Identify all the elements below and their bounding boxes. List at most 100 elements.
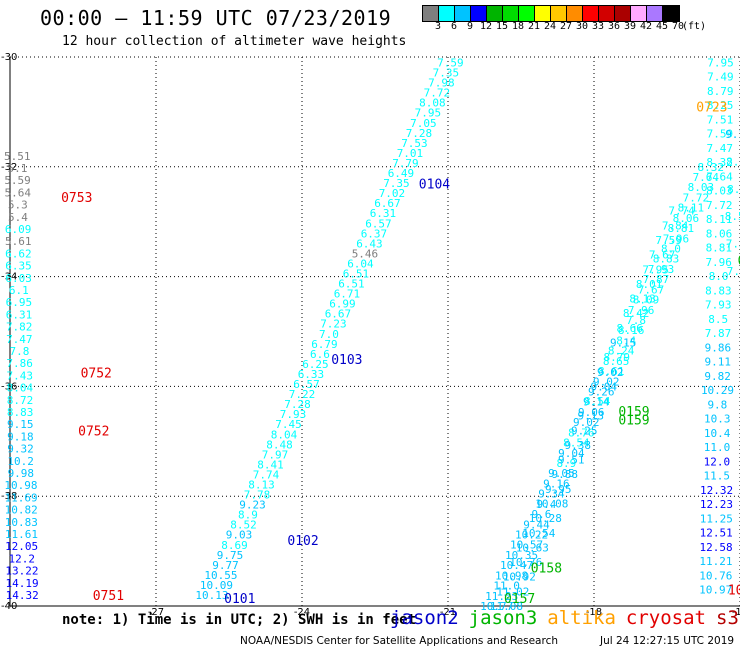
wave-height-value: 6.67: [374, 197, 401, 210]
wave-height-value: 9.4: [537, 498, 557, 511]
colorbar-swatch: [599, 6, 615, 21]
wave-height-value: 10.83: [5, 516, 38, 529]
mission-s3a: s3a: [716, 607, 740, 629]
wave-height-value: 7.64: [693, 171, 720, 184]
wave-height-value: 6.51: [338, 278, 365, 291]
wave-height-value: 11.21: [699, 555, 732, 568]
timestamp: Jul 24 12:27:15 UTC 2019: [600, 635, 735, 647]
x-tick-label: -18: [586, 607, 602, 618]
wave-height-value: 12.58: [699, 541, 732, 554]
colorbar-label: 30: [575, 21, 589, 32]
wave-height-value: 7.59: [707, 128, 734, 141]
wave-height-value: 7.01: [397, 147, 424, 160]
wave-height-value: 7.82: [6, 321, 33, 334]
wave-height-value: 8.79: [707, 85, 734, 98]
y-tick-label: -38: [1, 491, 17, 502]
wave-height-value: 7.95: [642, 263, 669, 276]
wave-height-value: 10.22: [515, 529, 548, 542]
wave-height-value: 5.4: [8, 211, 28, 224]
wave-height-value: 8.06: [673, 212, 700, 225]
wave-height-value: 7.67: [649, 249, 676, 262]
wave-height-value: 7.72: [683, 191, 710, 204]
colorbar-swatch: [583, 6, 599, 21]
wave-height-value: 10.92: [503, 571, 536, 584]
wave-height-value: 9.02: [597, 366, 624, 379]
wave-height-value: 6.62: [5, 247, 32, 260]
pass-label: 0752: [81, 367, 112, 382]
wave-height-value: 7.28: [406, 127, 433, 140]
wave-height-value: 10.77: [480, 600, 513, 613]
wave-height-value: 8.83: [7, 406, 34, 419]
wave-height-value: 10.08: [535, 498, 568, 511]
credit-text: NOAA/NESDIS Center for Satellite Applica…: [240, 635, 558, 647]
chart-title: 00:00 — 11:59 UTC 07/23/2019: [40, 6, 392, 30]
wave-height-value: 8.03: [688, 181, 715, 194]
wave-height-value: 9.15: [610, 336, 637, 349]
wave-height-value: 5.3: [8, 199, 28, 212]
wave-height-value: 8.0: [661, 243, 681, 256]
colorbar: [422, 5, 680, 22]
wave-height-value: 8.3: [726, 155, 740, 168]
wave-height-value: 8.81: [706, 242, 733, 255]
colorbar-swatch: [439, 6, 455, 21]
y-tick-label: -32: [1, 162, 17, 173]
pass-label: 0157: [504, 592, 535, 607]
wave-height-value: 8.13: [248, 478, 275, 491]
wave-height-value: 10.82: [5, 504, 38, 517]
wave-height-value: 6.71: [334, 288, 361, 301]
wave-height-value: 9.18: [7, 430, 34, 443]
wave-height-value: 7.93: [705, 299, 732, 312]
wave-height-value: 8.24: [608, 345, 635, 358]
wave-height-value: 12.2: [9, 552, 36, 565]
wave-height-value: 7.67: [638, 283, 665, 296]
wave-height-value: 7.43: [6, 369, 33, 382]
pass-label: 0752: [78, 424, 109, 439]
colorbar-label: 3: [434, 21, 442, 32]
wave-height-value: 10.09: [200, 579, 233, 592]
wave-height-value: 6.37: [361, 227, 388, 240]
wave-height-value: 7.86: [6, 357, 33, 370]
wave-height-value: 9.98: [8, 467, 35, 480]
wave-height-value: 8.32: [706, 156, 733, 169]
wave-height-value: 9.04: [590, 380, 617, 393]
wave-height-value: 10.55: [204, 569, 237, 582]
wave-height-value: 8.79: [603, 351, 630, 364]
wave-height-value: 8.54: [725, 210, 740, 223]
wave-height-value: 10.28: [529, 512, 562, 525]
x-tick-label: -21: [440, 607, 456, 618]
wave-height-value: 7.79: [392, 157, 419, 170]
colorbar-swatch: [535, 6, 551, 21]
wave-height-value: 8.7: [727, 183, 740, 196]
wave-height-value: 6.1: [9, 284, 29, 297]
wave-height-value: 5.51: [4, 150, 31, 163]
pass-label: 0101: [224, 592, 255, 607]
wave-height-value: 7.0: [319, 328, 339, 341]
wave-height-value: 8.5: [708, 313, 728, 326]
wave-height-value: 8.08: [419, 97, 446, 110]
wave-height-value: 12.0: [704, 455, 731, 468]
wave-height-value: 8.11: [706, 213, 733, 226]
mission-legend: jason2 jason3 altika cryosat s3a: [390, 607, 740, 629]
wave-height-value: 11.61: [5, 528, 38, 541]
wave-height-value: 9.51: [558, 454, 585, 467]
wave-height-value: 8.9: [238, 509, 258, 522]
wave-height-value: 8.61: [598, 365, 625, 378]
wave-height-value: 9.02: [573, 416, 600, 429]
wave-height-value: 9.11: [705, 356, 732, 369]
wave-height-value: 7.47: [706, 142, 733, 155]
wave-height-value: 7.97: [262, 448, 289, 461]
footer-note: note: 1) Time is in UTC; 2) SWH is in fe…: [62, 612, 417, 628]
wave-height-value: 8.11: [678, 202, 705, 215]
wave-height-value: 8.25: [707, 99, 734, 112]
wave-height-value: 9.05: [548, 467, 575, 480]
wave-height-value: 8.72: [7, 394, 34, 407]
wave-height-value: 9.14: [583, 396, 610, 409]
wave-height-value: 8.69: [221, 539, 248, 552]
x-tick-label: -15: [732, 607, 740, 618]
wave-height-value: 10.3: [704, 413, 731, 426]
wave-height-value: 6.04: [347, 257, 374, 270]
wave-height-value: 7.35: [433, 67, 460, 80]
wave-height-value: 7.45: [275, 418, 302, 431]
wave-height-value: 6.67: [325, 308, 352, 321]
pass-label: 0200: [738, 254, 740, 269]
